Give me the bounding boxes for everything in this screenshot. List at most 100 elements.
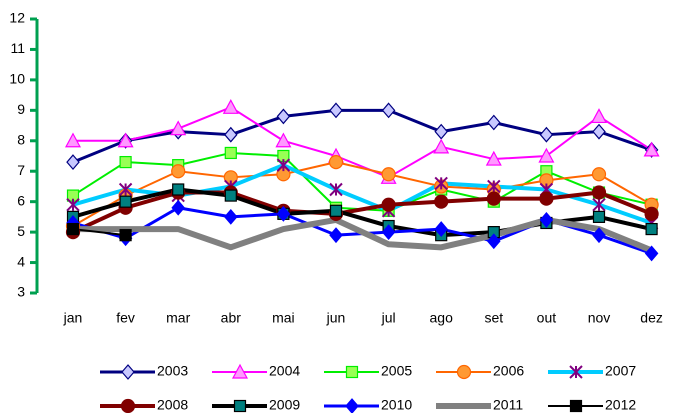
legend-label: 2010 (381, 397, 412, 413)
data-marker (381, 102, 396, 119)
legend-marker (345, 365, 359, 379)
data-marker (434, 221, 448, 237)
data-marker (118, 182, 133, 197)
data-marker (171, 164, 186, 179)
data-marker (66, 198, 80, 212)
data-marker (328, 154, 344, 170)
data-marker (592, 210, 606, 223)
y-tick-label: 12 (9, 10, 25, 26)
data-marker (171, 199, 185, 216)
data-marker (119, 155, 132, 169)
series-line (73, 216, 653, 254)
legend-label: 2006 (493, 363, 524, 379)
data-marker (276, 108, 291, 125)
legend-marker (233, 399, 247, 413)
data-marker (538, 147, 555, 163)
data-marker (329, 102, 343, 119)
data-marker (433, 138, 450, 154)
x-tick-label: mar (166, 310, 190, 326)
data-marker (592, 227, 606, 244)
x-tick-label: dez (640, 310, 663, 326)
data-marker (487, 179, 501, 194)
data-marker (592, 123, 606, 140)
x-tick-label: ago (430, 310, 454, 326)
series-line (73, 106, 653, 179)
data-marker (434, 176, 448, 191)
data-marker (66, 222, 80, 236)
data-marker (434, 194, 449, 209)
data-marker (329, 227, 343, 244)
legend-label: 2012 (605, 397, 636, 413)
x-tick-label: jun (326, 310, 346, 326)
data-marker (590, 108, 608, 124)
data-marker (64, 132, 82, 148)
data-marker (117, 132, 134, 148)
y-tick-label: 7 (17, 162, 25, 178)
data-marker (222, 99, 239, 114)
data-marker (381, 224, 396, 241)
legend-marker (231, 363, 249, 379)
data-marker (276, 205, 291, 222)
data-marker (487, 114, 501, 131)
data-marker (224, 208, 238, 225)
y-tick-label: 10 (9, 71, 25, 87)
data-marker (592, 198, 606, 212)
x-tick-label: abr (221, 310, 242, 326)
data-marker (275, 132, 292, 148)
data-marker (224, 189, 237, 202)
data-marker (539, 191, 554, 206)
legend-label: 2011 (493, 397, 523, 413)
legend-marker (345, 398, 359, 413)
data-marker (539, 126, 554, 143)
legend-marker (456, 364, 472, 380)
data-marker (329, 204, 343, 217)
y-tick-label: 5 (17, 223, 25, 239)
y-tick-label: 11 (10, 40, 25, 56)
legend-marker (120, 398, 136, 413)
legend-marker (569, 365, 583, 379)
legend-marker (569, 399, 583, 413)
data-marker (644, 245, 659, 262)
data-marker (276, 158, 291, 172)
data-marker (591, 185, 607, 200)
legend-label: 2003 (157, 363, 188, 379)
legend-label: 2009 (269, 397, 300, 413)
data-marker (329, 182, 343, 197)
data-marker (224, 146, 237, 160)
data-marker (591, 167, 607, 182)
x-tick-label: jan (63, 310, 83, 326)
data-marker (485, 150, 502, 166)
y-tick-label: 6 (17, 192, 25, 208)
legend-label: 2004 (269, 363, 300, 379)
data-marker (486, 191, 501, 206)
x-tick-label: set (484, 310, 503, 326)
series-line (72, 161, 653, 227)
data-marker (224, 126, 238, 143)
x-tick-label: out (537, 310, 557, 326)
data-marker (66, 154, 80, 171)
data-marker (539, 212, 554, 228)
data-marker (381, 197, 396, 212)
x-tick-label: mai (272, 310, 295, 326)
data-marker (119, 229, 132, 242)
data-marker (434, 123, 448, 140)
data-marker (119, 195, 132, 208)
data-marker (381, 167, 396, 182)
y-tick-label: 9 (17, 101, 25, 117)
series-line (72, 108, 653, 164)
data-marker (487, 233, 501, 250)
x-tick-label: fev (116, 310, 135, 326)
legend-label: 2008 (157, 397, 188, 413)
legend-label: 2007 (605, 363, 636, 379)
x-tick-label: jul (381, 310, 396, 326)
legend-label: 2005 (381, 363, 412, 379)
data-marker (645, 222, 658, 236)
x-tick-label: nov (588, 310, 611, 326)
data-marker (644, 206, 659, 221)
data-marker (643, 141, 660, 157)
data-marker (172, 183, 185, 196)
legend-marker (121, 364, 135, 380)
y-tick-label: 4 (17, 253, 25, 269)
y-tick-label: 3 (17, 284, 25, 300)
